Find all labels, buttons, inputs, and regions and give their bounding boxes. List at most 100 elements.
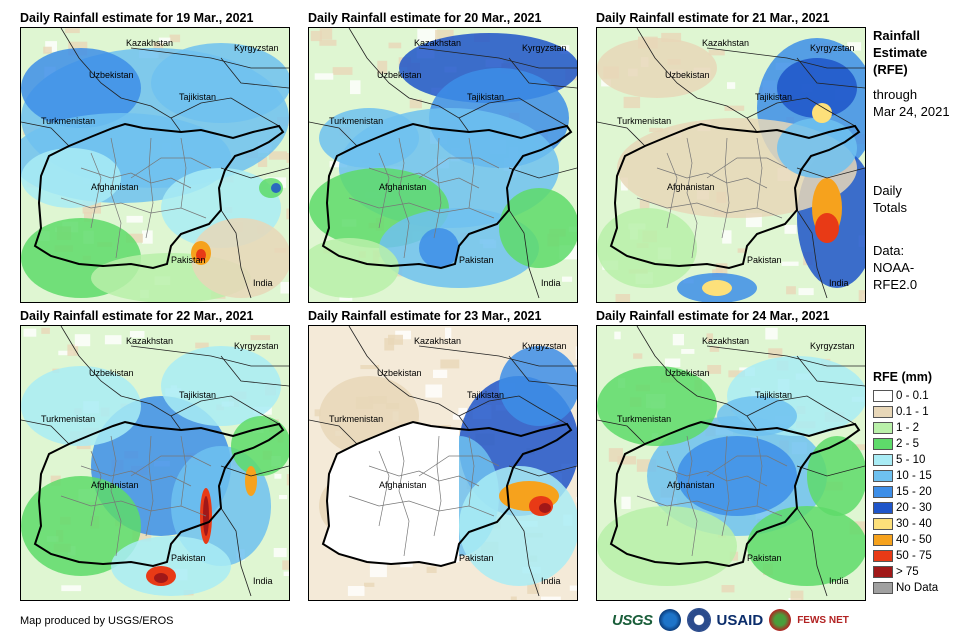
country-label-india: India	[541, 278, 561, 288]
country-label-india: India	[541, 576, 561, 586]
side-data-line: RFE2.0	[873, 277, 918, 292]
country-label-kazakhstan: Kazakhstan	[702, 336, 749, 346]
country-label-pakistan: Pakistan	[171, 553, 206, 563]
country-label-tajikistan: Tajikistan	[467, 390, 504, 400]
country-label-uzbekistan: Uzbekistan	[377, 368, 422, 378]
country-boundary	[508, 57, 577, 89]
side-through: through Mar 24, 2021	[873, 86, 950, 120]
rainfall-map: Kazakhstan Kyrgyzstan Uzbekistan Tajikistan…	[20, 325, 290, 601]
country-boundary	[170, 97, 280, 127]
country-label-tajikistan: Tajikistan	[179, 390, 216, 400]
rainfall-speckle	[727, 82, 736, 89]
province-boundary	[686, 435, 698, 557]
rainfall-area	[154, 573, 168, 583]
province-boundary	[398, 435, 410, 557]
rainfall-area	[151, 43, 289, 123]
rainfall-speckle	[360, 365, 380, 370]
rainfall-speckle	[633, 353, 643, 359]
rainfall-speckle	[126, 215, 143, 223]
country-label-kyrgyzstan: Kyrgyzstan	[234, 341, 279, 351]
rainfall-area	[21, 476, 141, 576]
country-boundary	[508, 465, 577, 477]
map-canvas: Kazakhstan Kyrgyzstan Uzbekistan Tajikistan…	[309, 28, 577, 302]
legend: RFE (mm) 0 - 0.1 0.1 - 1 1 - 2 2 - 5 5 - 10 1…	[873, 370, 973, 596]
rainfall-speckle	[369, 563, 387, 578]
afghanistan-border	[609, 420, 861, 568]
rainfall-speckle	[576, 497, 577, 503]
rainfall-speckle	[400, 561, 413, 568]
map-canvas: Kazakhstan Kyrgyzstan Uzbekistan Tajikistan…	[21, 326, 289, 600]
country-label-afghanistan: Afghanistan	[379, 480, 427, 490]
legend-label: 50 - 75	[896, 550, 932, 562]
panel-title: Daily Rainfall estimate for 21 Mar., 202…	[596, 11, 830, 25]
country-label-uzbekistan: Uzbekistan	[377, 70, 422, 80]
rainfall-speckle	[664, 358, 681, 367]
legend-swatch	[873, 438, 893, 450]
rainfall-speckle	[339, 296, 353, 301]
province-boundary	[90, 450, 102, 527]
rainfall-speckle	[737, 248, 747, 253]
province-boundary	[80, 465, 192, 487]
province-boundary	[60, 197, 207, 219]
province-boundary	[348, 495, 495, 517]
rainfall-speckle	[104, 335, 122, 345]
rainfall-speckle	[615, 294, 631, 302]
country-boundary	[508, 507, 540, 597]
rainfall-speckle	[332, 67, 353, 75]
legend-label: 10 - 15	[896, 470, 932, 482]
legend-title: RFE (mm)	[873, 370, 933, 384]
rainfall-speckle	[562, 276, 573, 282]
rainfall-speckle	[268, 151, 287, 160]
rainfall-area	[245, 466, 257, 496]
province-boundary	[110, 435, 122, 557]
rainfall-speckle	[310, 30, 322, 42]
rainfall-speckle	[790, 590, 804, 600]
afghanistan-border	[609, 122, 861, 270]
rainfall-speckle	[41, 327, 50, 334]
country-label-kyrgyzstan: Kyrgyzstan	[522, 341, 567, 351]
rainfall-map: Kazakhstan Kyrgyzstan Uzbekistan Tajikistan…	[596, 325, 866, 601]
country-boundary	[796, 209, 828, 299]
country-boundary	[796, 57, 865, 89]
country-label-turkmenistan: Turkmenistan	[329, 116, 383, 126]
rainfall-area	[539, 503, 551, 513]
country-label-pakistan: Pakistan	[747, 255, 782, 265]
country-boundary	[746, 395, 856, 425]
province-boundary	[706, 157, 788, 179]
side-title-line: Estimate	[873, 45, 928, 60]
legend-label: 1 - 2	[896, 422, 920, 434]
rainfall-speckle	[847, 42, 862, 51]
rainfall-speckle	[623, 96, 641, 109]
province-boundary	[130, 157, 212, 179]
afghanistan-border	[33, 122, 285, 270]
province-boundary	[130, 455, 212, 477]
usaid-logo: USAID	[716, 611, 764, 629]
rainfall-speckle	[388, 334, 403, 345]
province-boundary	[468, 137, 475, 209]
country-boundary	[220, 57, 289, 89]
legend-swatch	[873, 470, 893, 482]
afghanistan-border	[321, 420, 573, 568]
rainfall-speckle	[706, 333, 713, 342]
legend-label: 5 - 10	[896, 454, 926, 466]
country-boundary	[796, 507, 828, 597]
country-label-kyrgyzstan: Kyrgyzstan	[810, 341, 855, 351]
legend-item: 0.1 - 1	[873, 404, 973, 420]
panel-22-mar: Daily Rainfall estimate for 22 Mar., 202…	[20, 308, 290, 601]
province-boundary	[368, 465, 480, 487]
rainfall-speckle	[425, 384, 443, 398]
rainfall-area	[717, 396, 797, 436]
rainfall-speckle	[319, 39, 337, 46]
country-label-turkmenistan: Turkmenistan	[41, 116, 95, 126]
country-boundary	[418, 47, 577, 69]
legend-swatch	[873, 454, 893, 466]
side-daily-line: Daily	[873, 183, 902, 198]
legend-swatch	[873, 390, 893, 402]
rainfall-map: Kazakhstan Kyrgyzstan Uzbekistan Tajikistan…	[308, 27, 578, 303]
country-boundary	[21, 419, 70, 445]
country-boundary	[220, 355, 289, 387]
legend-swatch	[873, 502, 893, 514]
rainfall-speckle	[409, 99, 422, 109]
legend-swatch	[873, 518, 893, 530]
rainfall-speckle	[510, 596, 517, 600]
